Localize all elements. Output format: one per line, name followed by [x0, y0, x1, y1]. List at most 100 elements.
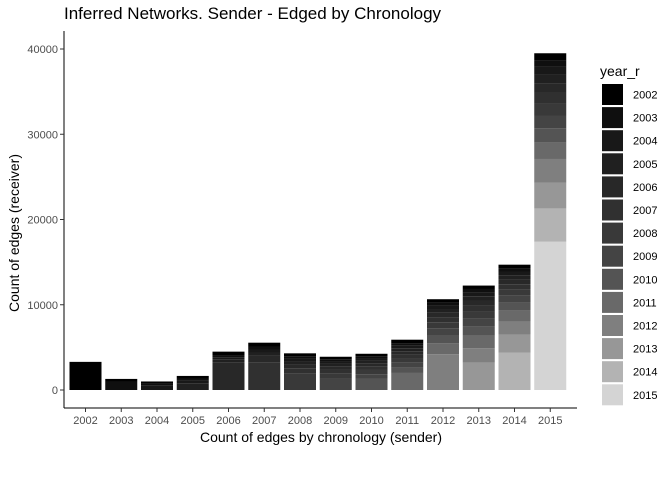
bar-segment-2010-2002: [355, 353, 388, 357]
bar-segment-2012-2007: [427, 317, 459, 323]
legend-label-2010: 2010: [633, 274, 657, 286]
bar-segment-2012-2006: [427, 312, 459, 318]
bar-segment-2014-2014: [498, 352, 531, 390]
bar-segment-2013-2011: [462, 335, 495, 349]
bar-segment-2010-2003: [355, 356, 388, 359]
bar-segment-2014-2003: [498, 268, 531, 272]
x-tick-label: 2004: [145, 415, 169, 427]
bar-segment-2005-2005: [176, 383, 209, 390]
bar-segment-2009-2005: [319, 363, 352, 367]
bar-segment-2003-2003: [105, 381, 138, 390]
bar-segment-2015-2004: [534, 66, 567, 75]
bar-segment-2007-2005: [248, 352, 281, 356]
legend-key-2003: [602, 107, 623, 129]
bar-segment-2004-2004: [141, 385, 173, 390]
x-axis-title: Count of edges by chronology (sender): [200, 429, 442, 445]
x-tick-label: 2011: [395, 415, 419, 427]
bar-segment-2007-2003: [248, 346, 281, 350]
bar-segment-2005-2003: [176, 378, 209, 381]
bar-segment-2009-2004: [319, 361, 352, 364]
bar-segment-2014-2009: [498, 295, 531, 303]
bar-segment-2005-2002: [176, 375, 209, 379]
bar-segment-2011-2011: [391, 372, 424, 390]
legend-key-2011: [602, 291, 623, 313]
bar-segment-2008-2007: [284, 368, 316, 374]
legend-key-2015: [602, 384, 623, 406]
bar-segment-2008-2006: [284, 364, 316, 369]
bar-segment-2006-2006: [212, 362, 245, 390]
bar-segment-2006-2005: [212, 359, 245, 363]
legend-key-2002: [602, 84, 623, 105]
bar-segment-2002-2002: [69, 361, 102, 390]
bar-segment-2006-2003: [212, 355, 245, 358]
legend-label-2003: 2003: [633, 113, 657, 125]
legend-label-2014: 2014: [633, 367, 657, 379]
bar-segment-2014-2010: [498, 302, 531, 311]
bar-segment-2005-2004: [176, 380, 209, 384]
bar-segment-2006-2002: [212, 351, 245, 356]
axes-layer: 0 10000 20000 30000 40000 2002 2003 2004 2005 200…: [27, 31, 577, 427]
bar-segment-2014-2012: [498, 321, 531, 335]
legend-label-2007: 2007: [633, 205, 657, 217]
legend-key-2004: [602, 130, 623, 152]
y-axis-title: Count of edges (receiver): [6, 154, 22, 312]
bar-segment-2004-2003: [141, 383, 173, 386]
bar-segment-2015-2012: [534, 158, 567, 183]
x-tick-label: 2008: [288, 415, 312, 427]
bar-segment-2012-2005: [427, 309, 459, 313]
bar-segment-2008-2008: [284, 373, 316, 390]
x-tick-label: 2006: [216, 415, 240, 427]
bar-segment-2010-2006: [355, 363, 388, 367]
x-tick-label: 2007: [252, 415, 276, 427]
bar-segment-2003-2002: [105, 378, 138, 382]
bar-segment-2011-2004: [391, 345, 424, 349]
bar-segment-2015-2002: [534, 53, 567, 61]
bar-segment-2012-2004: [427, 305, 459, 310]
bar-segment-2013-2002: [462, 285, 495, 289]
bar-segment-2012-2002: [427, 299, 459, 303]
legend-title: year_r: [600, 63, 640, 79]
bar-segment-2010-2009: [355, 374, 388, 379]
bar-segment-2007-2004: [248, 349, 281, 353]
bar-segment-2014-2011: [498, 310, 531, 322]
bar-segment-2009-2007: [319, 369, 352, 374]
legend-key-2008: [602, 222, 623, 244]
bar-segment-2014-2002: [498, 264, 531, 269]
x-tick-label: 2002: [73, 415, 97, 427]
x-tick-label: 2013: [467, 415, 491, 427]
bar-segment-2008-2002: [284, 353, 316, 357]
bar-segment-2013-2012: [462, 348, 495, 363]
legend-layer: 2002 2003 2004 2005 2006 2007 2008 2009 2010 2011…: [602, 84, 657, 406]
bar-segment-2013-2004: [462, 292, 495, 297]
bar-segment-2009-2003: [319, 359, 352, 362]
bar-segment-2011-2002: [391, 339, 424, 344]
y-tick-label: 30000: [27, 129, 58, 141]
bar-segment-2014-2008: [498, 289, 531, 296]
bar-segment-2015-2013: [534, 182, 567, 209]
bar-segment-2013-2006: [462, 300, 495, 306]
bar-segment-2009-2006: [319, 366, 352, 370]
bar-segment-2010-2008: [355, 369, 388, 375]
bar-segment-2012-2010: [427, 335, 459, 344]
legend-key-2005: [602, 153, 623, 175]
chart-title: Inferred Networks. Sender - Edged by Chr…: [64, 4, 442, 23]
legend-label-2009: 2009: [633, 251, 657, 263]
legend-label-2002: 2002: [633, 90, 657, 102]
bar-segment-2011-2008: [391, 358, 424, 363]
bar-segment-2008-2005: [284, 361, 316, 365]
legend-key-2009: [602, 245, 623, 267]
bar-segment-2013-2007: [462, 305, 495, 312]
legend-label-2004: 2004: [633, 136, 657, 148]
bar-segment-2009-2008: [319, 373, 352, 379]
bar-segment-2008-2003: [284, 356, 316, 359]
legend-label-2005: 2005: [633, 159, 657, 171]
bar-segment-2010-2005: [355, 360, 388, 364]
bar-segment-2011-2006: [391, 351, 424, 355]
bar-segment-2011-2010: [391, 367, 424, 373]
bar-segment-2012-2009: [427, 328, 459, 336]
legend-key-2012: [602, 315, 623, 336]
bar-segment-2015-2008: [534, 103, 567, 116]
bar-segment-2013-2010: [462, 326, 495, 336]
bar-segment-2015-2007: [534, 92, 567, 104]
